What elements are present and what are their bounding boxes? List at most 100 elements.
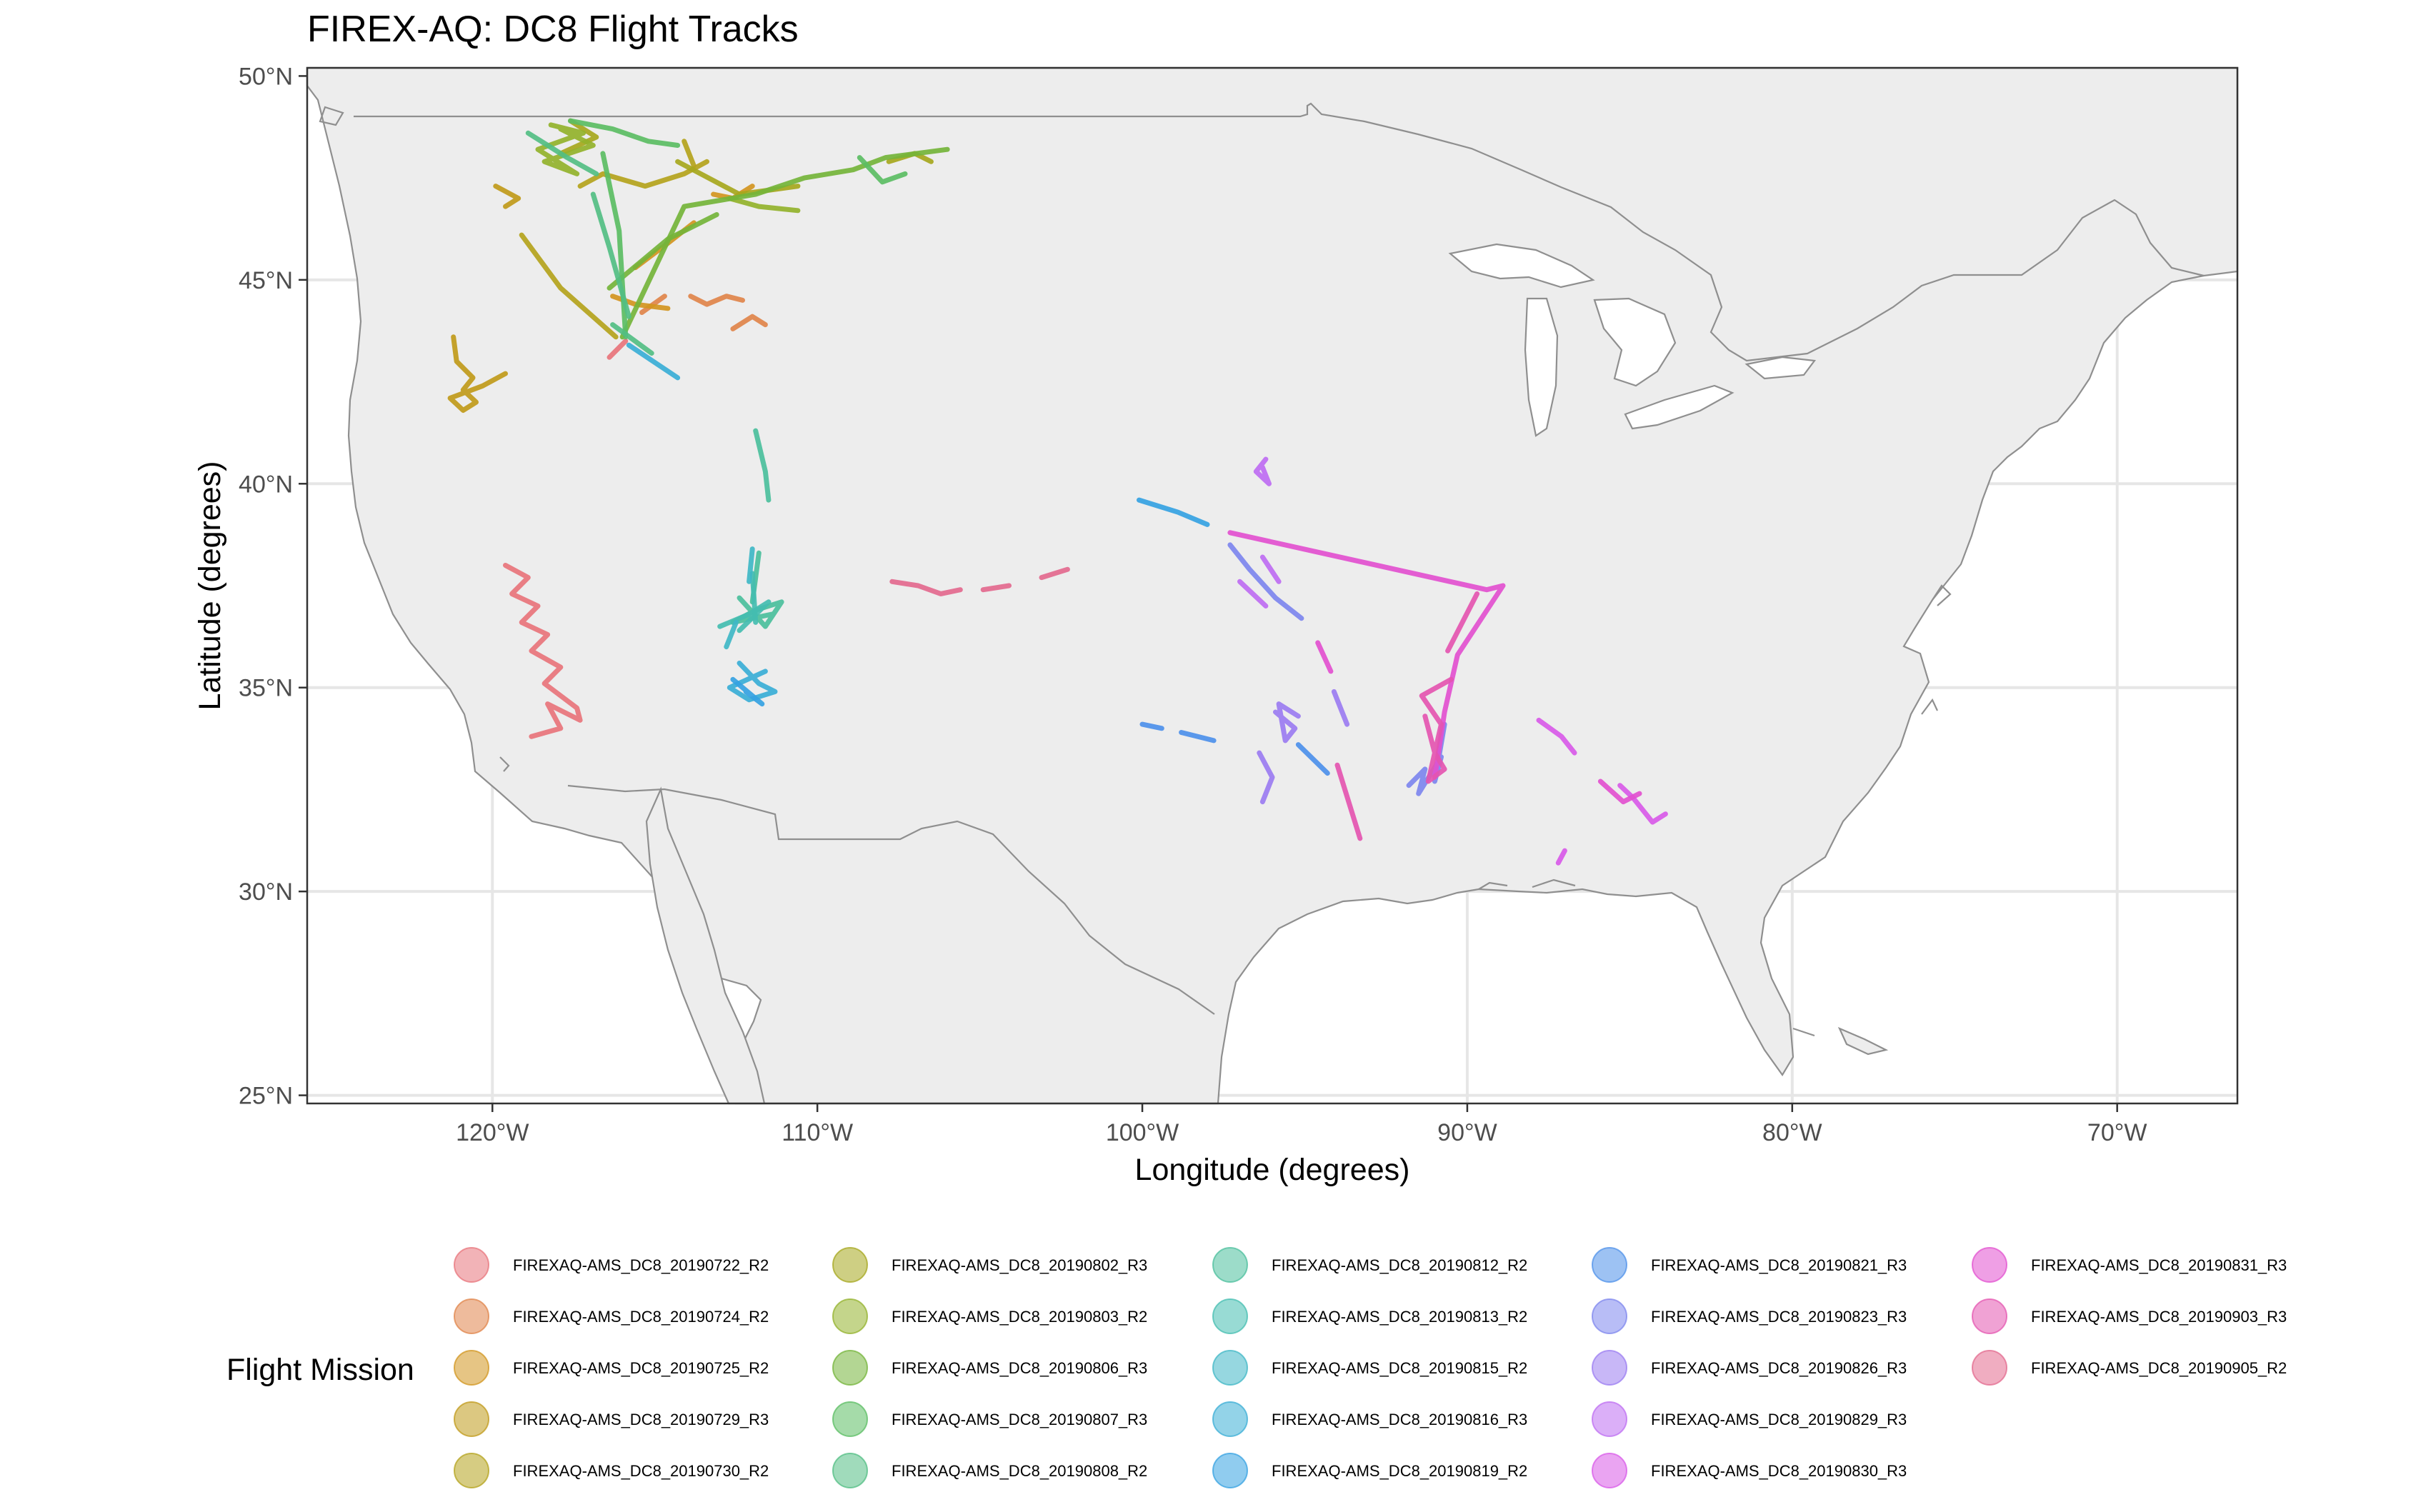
y-tick-label: 40°N bbox=[239, 471, 293, 498]
legend-swatch bbox=[454, 1298, 489, 1334]
flight-track bbox=[1253, 456, 1272, 486]
coastal-island bbox=[1837, 1026, 1889, 1056]
legend-swatch bbox=[832, 1401, 868, 1437]
mexico-border bbox=[567, 784, 1215, 1015]
legend-swatch bbox=[1592, 1247, 1627, 1283]
legend-label: FIREXAQ-AMS_DC8_20190826_R3 bbox=[1651, 1359, 1907, 1377]
legend-item: FIREXAQ-AMS_DC8_20190813_R2 bbox=[1212, 1298, 1527, 1334]
x-axis-title: Longitude (degrees) bbox=[1135, 1153, 1410, 1187]
legend-item: FIREXAQ-AMS_DC8_20190803_R2 bbox=[832, 1298, 1147, 1334]
flight-series bbox=[1334, 591, 1480, 841]
legend-item: FIREXAQ-AMS_DC8_20190725_R2 bbox=[454, 1350, 769, 1386]
legend-item: FIREXAQ-AMS_DC8_20190905_R2 bbox=[1972, 1350, 2287, 1386]
y-tick-label: 25°N bbox=[239, 1083, 293, 1110]
flight-track bbox=[1597, 778, 1642, 805]
legend-label: FIREXAQ-AMS_DC8_20190803_R2 bbox=[892, 1308, 1147, 1326]
gulf-coast-detail bbox=[1478, 878, 1815, 1037]
flight-series bbox=[889, 566, 1070, 596]
flight-track bbox=[1295, 742, 1330, 776]
legend-label: FIREXAQ-AMS_DC8_20190808_R2 bbox=[892, 1462, 1147, 1480]
flight-track bbox=[688, 294, 745, 307]
flight-series bbox=[1536, 717, 1668, 866]
legend-item: FIREXAQ-AMS_DC8_20190807_R3 bbox=[832, 1401, 1147, 1437]
flight-series bbox=[1237, 456, 1282, 609]
flight-track bbox=[1139, 721, 1164, 731]
legend-item: FIREXAQ-AMS_DC8_20190903_R3 bbox=[1972, 1298, 2287, 1334]
flight-series bbox=[447, 184, 521, 413]
legend-label: FIREXAQ-AMS_DC8_20190807_R3 bbox=[892, 1411, 1147, 1428]
land-mass bbox=[306, 66, 2239, 1105]
flight-track bbox=[1617, 783, 1668, 825]
legend-swatch bbox=[832, 1247, 868, 1283]
legend-swatch bbox=[1212, 1247, 1248, 1283]
flight-track bbox=[1227, 542, 1304, 621]
flight-track bbox=[1331, 689, 1350, 727]
flight-track bbox=[493, 184, 521, 209]
flight-series bbox=[535, 122, 801, 214]
flight-track bbox=[980, 583, 1012, 593]
flight-track bbox=[727, 196, 801, 214]
flight-track bbox=[607, 212, 719, 291]
legend-label: FIREXAQ-AMS_DC8_20190802_R3 bbox=[892, 1256, 1147, 1274]
legend-swatch bbox=[1212, 1453, 1248, 1488]
legend-item: FIREXAQ-AMS_DC8_20190806_R3 bbox=[832, 1350, 1147, 1386]
legend-item: FIREXAQ-AMS_DC8_20190729_R3 bbox=[454, 1401, 769, 1437]
legend-label: FIREXAQ-AMS_DC8_20190819_R2 bbox=[1272, 1462, 1527, 1480]
flight-track bbox=[590, 191, 632, 319]
legend-item: FIREXAQ-AMS_DC8_20190831_R3 bbox=[1972, 1247, 2287, 1283]
flight-series bbox=[525, 130, 654, 356]
flight-track bbox=[619, 146, 950, 340]
legend-swatch bbox=[1592, 1298, 1627, 1334]
flight-track bbox=[558, 118, 599, 156]
x-tick-label: 100°W bbox=[1106, 1119, 1179, 1146]
legend-item: FIREXAQ-AMS_DC8_20190812_R2 bbox=[1212, 1247, 1527, 1283]
legend-label: FIREXAQ-AMS_DC8_20190829_R3 bbox=[1651, 1411, 1907, 1428]
flight-track bbox=[749, 571, 759, 625]
flight-track bbox=[857, 155, 908, 185]
legend-swatch bbox=[832, 1453, 868, 1488]
flight-series bbox=[607, 146, 950, 340]
legend-swatch bbox=[1212, 1298, 1248, 1334]
legend-swatch bbox=[454, 1453, 489, 1488]
flight-series bbox=[730, 497, 1210, 707]
flight-track bbox=[1555, 848, 1567, 866]
flight-track bbox=[730, 595, 784, 629]
legend-label: FIREXAQ-AMS_DC8_20190812_R2 bbox=[1272, 1256, 1527, 1274]
legend-swatch bbox=[1972, 1247, 2007, 1283]
x-tick-label: 70°W bbox=[2087, 1119, 2147, 1146]
flight-track bbox=[607, 339, 629, 360]
panel-border bbox=[306, 66, 2239, 1105]
flight-track bbox=[1257, 750, 1275, 805]
flight-track bbox=[889, 579, 963, 596]
legend-swatch bbox=[1212, 1401, 1248, 1437]
flight-track bbox=[730, 676, 765, 707]
lake-huron bbox=[1593, 297, 1677, 387]
lake-superior bbox=[1448, 243, 1595, 289]
y-tick-label: 50°N bbox=[239, 63, 293, 90]
legend-label: FIREXAQ-AMS_DC8_20190823_R3 bbox=[1651, 1308, 1907, 1326]
legend-label: FIREXAQ-AMS_DC8_20190806_R3 bbox=[892, 1359, 1147, 1377]
flight-track bbox=[1273, 701, 1301, 744]
legend-label: FIREXAQ-AMS_DC8_20190831_R3 bbox=[2031, 1256, 2287, 1274]
legend-item: FIREXAQ-AMS_DC8_20190815_R2 bbox=[1212, 1350, 1527, 1386]
flight-track bbox=[753, 428, 772, 503]
legend-swatch bbox=[1972, 1350, 2007, 1386]
flight-track bbox=[568, 118, 681, 148]
flight-track bbox=[1334, 762, 1363, 841]
legend-swatch bbox=[1592, 1350, 1627, 1386]
y-tick-label: 30°N bbox=[239, 878, 293, 906]
legend-title: Flight Mission bbox=[226, 1353, 414, 1387]
legend-swatch bbox=[454, 1401, 489, 1437]
legend-item: FIREXAQ-AMS_DC8_20190802_R3 bbox=[832, 1247, 1147, 1283]
x-tick-label: 110°W bbox=[782, 1119, 853, 1146]
legend-item: FIREXAQ-AMS_DC8_20190821_R3 bbox=[1592, 1247, 1907, 1283]
y-axis: 25°N 30°N 35°N 40°N 45°N 50°N bbox=[239, 63, 307, 1110]
flight-series bbox=[1139, 721, 1330, 776]
flight-track bbox=[730, 314, 768, 331]
pacific-coast-detail bbox=[319, 106, 510, 772]
legend-swatch bbox=[1212, 1350, 1248, 1386]
flight-track bbox=[1445, 591, 1480, 654]
legend-label: FIREXAQ-AMS_DC8_20190813_R2 bbox=[1272, 1308, 1527, 1326]
chart-title: FIREX-AQ: DC8 Flight Tracks bbox=[307, 9, 799, 50]
flight-track bbox=[1259, 554, 1282, 584]
